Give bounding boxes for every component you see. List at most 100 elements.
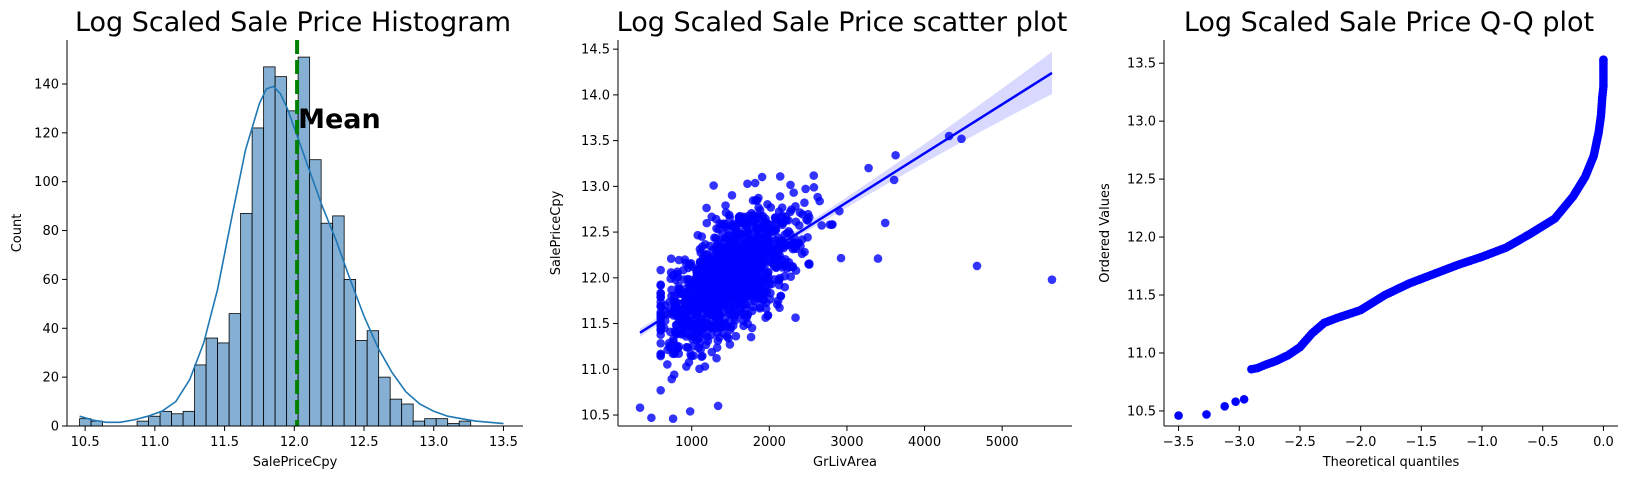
scatter-point	[736, 310, 745, 320]
scatter-point	[751, 264, 761, 273]
histogram-bar	[171, 413, 184, 427]
histogram-y-tick-label: 100	[34, 175, 59, 190]
scatter-point	[798, 210, 807, 219]
scatter-point	[707, 252, 717, 262]
scatter-point	[756, 283, 765, 292]
qq-point	[1174, 411, 1183, 420]
scatter-point	[730, 227, 740, 237]
scatter-point	[809, 171, 819, 180]
scatter-point	[801, 184, 810, 194]
histogram-panel: Log Scaled Sale Price Histogram Mean 10.…	[10, 7, 523, 470]
scatter-point	[656, 330, 665, 340]
scatter-point	[671, 275, 681, 285]
qq-y-tick-label: 11.0	[1127, 346, 1156, 361]
histogram-bar	[274, 76, 288, 427]
qq-x-tick-label: −2.5	[1284, 435, 1316, 450]
scatter-point	[836, 253, 846, 263]
scatter-point	[700, 239, 710, 249]
scatter-point	[757, 172, 767, 182]
scatter-point	[741, 246, 750, 255]
qq-x-tick-label: −3.0	[1223, 435, 1255, 450]
qq-point	[1231, 397, 1240, 406]
scatter-point	[672, 320, 682, 330]
scatter-point	[809, 183, 819, 192]
histogram-x-tick-label: 10.5	[71, 435, 100, 450]
qq-x-tick-label: −3.5	[1163, 435, 1195, 450]
scatter-x-tick-label: 4000	[908, 435, 941, 450]
scatter-point	[713, 336, 723, 346]
scatter-point	[729, 310, 739, 320]
histogram-bar	[355, 340, 368, 427]
regression-line	[639, 71, 1053, 334]
scatter-point	[713, 302, 722, 312]
scatter-point	[752, 196, 762, 205]
scatter-point	[718, 245, 727, 255]
scatter-point	[682, 342, 691, 352]
qq-y-tick-label: 13.0	[1127, 115, 1156, 130]
histogram-bar	[205, 337, 219, 427]
scatter-point	[762, 287, 772, 297]
scatter-point	[712, 239, 722, 249]
qq-y-tick-label: 12.5	[1127, 173, 1156, 188]
scatter-point	[669, 370, 679, 379]
scatter-point	[750, 178, 760, 188]
scatter-point	[754, 214, 763, 224]
scatter-point	[804, 213, 814, 222]
scatter-title: Log Scaled Sale Price scatter plot	[617, 7, 1068, 38]
scatter-point	[635, 403, 645, 413]
scatter-point	[656, 386, 665, 395]
scatter-point	[671, 297, 680, 306]
histogram-y-label: Count	[10, 214, 25, 253]
scatter-point	[670, 349, 679, 359]
scatter-point	[685, 316, 695, 325]
scatter-point	[685, 303, 695, 312]
scatter-point	[715, 294, 725, 303]
histogram-x-tick-label: 11.0	[140, 435, 169, 450]
scatter-point	[702, 218, 712, 228]
scatter-point	[755, 303, 765, 313]
scatter-point	[776, 291, 786, 301]
scatter-point	[873, 254, 883, 263]
scatter-point	[749, 223, 758, 232]
histogram-y-tick-label: 0	[51, 420, 59, 435]
scatter-y-tick-label: 13.5	[581, 134, 610, 149]
histogram-x-tick-label: 13.5	[489, 435, 518, 450]
scatter-point	[791, 202, 800, 211]
scatter-point	[972, 261, 982, 271]
qq-x-tick-label: −2.0	[1345, 435, 1377, 450]
histogram-bar	[424, 418, 437, 427]
scatter-point	[709, 181, 718, 190]
scatter-point	[714, 225, 724, 234]
scatter-point	[733, 289, 743, 299]
histogram-bar	[320, 222, 334, 427]
scatter-point	[686, 349, 695, 359]
scatter-point	[771, 225, 781, 235]
scatter-point	[697, 303, 706, 313]
scatter-point	[762, 243, 771, 253]
histogram-bar	[182, 410, 195, 427]
scatter-point	[744, 267, 754, 277]
scatter-point	[889, 175, 899, 185]
histogram-bar	[148, 415, 161, 427]
scatter-point	[685, 407, 695, 416]
histogram-bar	[194, 364, 207, 427]
scatter-x-tick-label: 5000	[986, 435, 1019, 450]
scatter-point	[723, 224, 733, 234]
scatter-point	[656, 322, 665, 331]
scatter-point	[778, 220, 787, 230]
scatter-point	[693, 230, 703, 240]
scatter-point	[663, 360, 672, 369]
histogram-bar	[263, 66, 276, 427]
scatter-point	[739, 274, 749, 284]
qq-y-tick-label: 10.5	[1127, 404, 1156, 419]
scatter-point	[957, 134, 966, 144]
scatter-point	[660, 306, 669, 315]
scatter-point	[707, 330, 716, 340]
scatter-y-tick-label: 10.5	[581, 409, 610, 424]
scatter-point	[747, 323, 757, 333]
scatter-point	[751, 245, 761, 255]
scatter-point	[722, 235, 732, 244]
histogram-y-tick-label: 60	[42, 273, 59, 288]
scatter-y-tick-label: 12.0	[581, 271, 610, 286]
scatter-point	[817, 221, 826, 230]
